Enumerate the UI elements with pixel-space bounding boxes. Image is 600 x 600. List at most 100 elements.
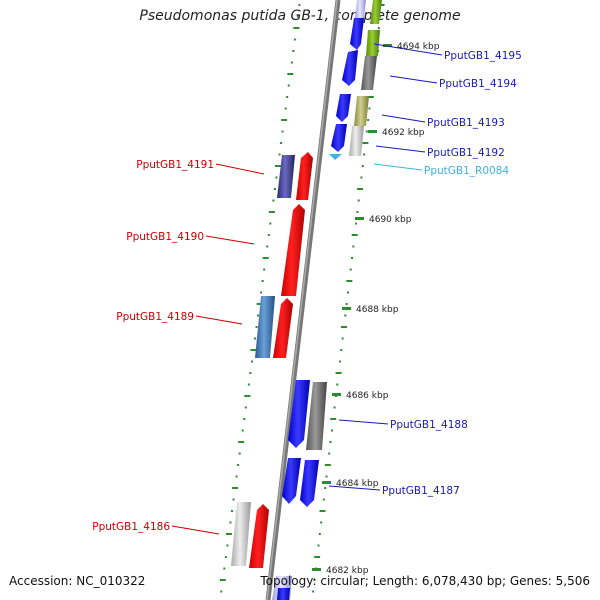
guide-dot	[357, 199, 360, 202]
gene-feature-4195-b	[366, 30, 380, 56]
guide-dot	[356, 211, 359, 213]
guide-dot	[237, 464, 240, 466]
gene-label: PputGB1_4191	[136, 159, 214, 171]
scale-tick-mark	[342, 307, 351, 310]
gene-label-leader	[328, 485, 381, 491]
guide-dot	[281, 130, 284, 133]
guide-dot	[324, 487, 327, 489]
guide-dot	[355, 222, 358, 225]
guide-dot	[361, 165, 364, 167]
gene-label-leader	[215, 163, 265, 175]
guide-dot	[223, 567, 226, 570]
guide-dot	[262, 257, 269, 259]
guide-dot	[357, 188, 364, 190]
gene-feature	[355, 0, 366, 18]
guide-dot	[329, 441, 332, 443]
guide-dot	[243, 418, 246, 420]
gene-feature-4189-b	[273, 298, 293, 358]
gene-label-leader	[373, 43, 443, 56]
guide-dot	[318, 533, 321, 535]
guide-dot	[287, 73, 294, 75]
guide-dot	[255, 326, 258, 328]
guide-dot	[238, 452, 241, 455]
guide-dot	[268, 211, 275, 213]
guide-dot	[312, 590, 315, 593]
guide-dot	[256, 303, 263, 305]
guide-dot	[330, 429, 333, 432]
gene-feature-4188-a	[288, 380, 310, 448]
guide-dot	[345, 303, 348, 305]
guide-dot	[340, 326, 347, 328]
guide-dot	[367, 119, 370, 121]
guide-dot	[338, 360, 341, 363]
guide-dot	[320, 521, 323, 524]
gene-label-leader	[195, 315, 243, 325]
gene-feature-4194-b	[361, 56, 377, 90]
guide-dot	[232, 487, 239, 489]
guide-dot	[293, 27, 300, 29]
gene-label-leader	[381, 114, 426, 123]
guide-dot	[328, 452, 331, 455]
guide-dot	[351, 234, 358, 236]
guide-dot	[247, 383, 250, 386]
guide-dot	[341, 337, 344, 340]
gene-feature-4187-b	[300, 460, 319, 507]
guide-dot	[275, 176, 278, 179]
gene-label: PputGB1_4189	[116, 311, 194, 323]
guide-dot	[281, 119, 288, 121]
gene-feature-4195-a	[350, 18, 364, 50]
guide-dot	[378, 4, 385, 6]
gene-label: PputGB1_4194	[439, 78, 517, 90]
gene-feature	[370, 0, 382, 24]
gene-label: PputGB1_4190	[126, 231, 204, 243]
guide-dot	[352, 245, 355, 248]
scale-tick-mark	[355, 217, 364, 220]
gene-label-leader	[373, 163, 423, 171]
guide-dot	[235, 475, 238, 478]
guide-dot	[313, 579, 316, 581]
guide-dot	[229, 521, 232, 524]
guide-dot	[272, 199, 275, 202]
scale-tick-mark	[368, 130, 377, 133]
guide-dot	[290, 61, 293, 64]
guide-dot	[349, 268, 352, 271]
guide-dot	[317, 544, 320, 547]
scale-tick-label: 4690 kbp	[369, 215, 412, 225]
gene-feature-4192-a	[331, 124, 347, 152]
guide-dots-left	[219, 4, 301, 593]
guide-dot	[292, 50, 295, 52]
guide-dot	[360, 176, 363, 179]
gene-feature-4187-a	[282, 458, 301, 504]
guide-dot	[266, 245, 269, 248]
guide-dot	[340, 349, 343, 351]
guide-dot	[267, 234, 270, 236]
guide-dot	[333, 406, 336, 409]
guide-dot	[273, 188, 276, 190]
guide-dot	[330, 418, 337, 420]
guide-dot	[368, 107, 371, 110]
guide-dot	[232, 498, 235, 501]
gene-label: PputGB1_4193	[427, 117, 505, 129]
gene-label: PputGB1_4187	[382, 485, 460, 497]
guide-dot	[351, 257, 354, 259]
gene-label: PputGB1_4186	[92, 521, 170, 533]
genome-backbone	[265, 0, 341, 600]
guide-dot	[244, 406, 247, 409]
gene-label-leader	[375, 145, 426, 153]
genome-summary: Topology: circular; Length: 6,078,430 bp…	[260, 574, 590, 588]
guide-dot	[346, 291, 349, 294]
guide-dot	[219, 579, 226, 581]
gene-label-leader	[171, 525, 220, 535]
gene-feature-r0084	[329, 154, 342, 160]
guide-dot	[365, 130, 368, 133]
guide-dot	[324, 464, 331, 466]
guide-dot	[286, 96, 289, 98]
guide-dot	[362, 142, 369, 144]
gene-labels: PputGB1_4195 PputGB1_4194 PputGB1_4193 Pput…	[92, 43, 522, 535]
gene-feature-4193-a	[336, 94, 351, 122]
guide-dot	[269, 222, 272, 225]
guide-dot	[379, 15, 382, 18]
gene-feature	[277, 588, 290, 600]
guide-dot	[325, 475, 328, 478]
gene-feature-4191-a	[277, 155, 295, 198]
